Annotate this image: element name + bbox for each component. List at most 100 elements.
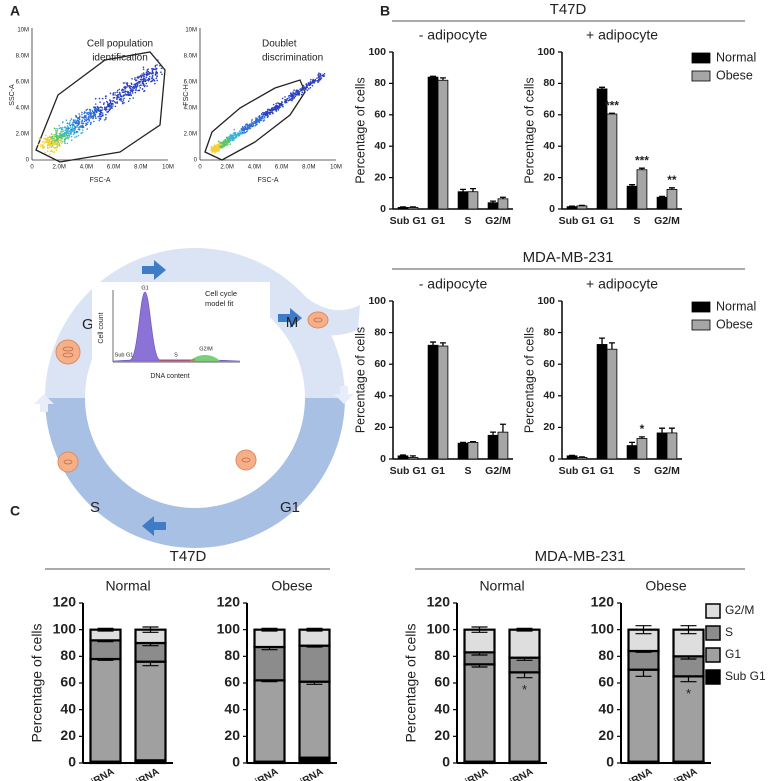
event-dot — [52, 151, 54, 153]
event-dot — [246, 130, 248, 133]
event-dot — [106, 106, 108, 108]
event-dot — [123, 97, 125, 100]
y-tick-label: 40 — [374, 390, 386, 402]
x-tick-label: S — [464, 215, 471, 227]
event-dot — [153, 68, 156, 71]
event-dot — [41, 141, 44, 143]
event-dot — [260, 113, 263, 116]
event-dot — [220, 143, 222, 146]
event-dot — [69, 128, 72, 131]
x-tick-label: Sub G1 — [559, 465, 596, 477]
event-dot — [300, 89, 303, 92]
y-tick-label: 0 — [380, 453, 386, 465]
event-dot — [146, 79, 148, 81]
event-dot — [132, 97, 134, 99]
error-bar — [680, 625, 697, 635]
event-dot — [305, 86, 308, 88]
event-dot — [93, 108, 96, 111]
event-dot — [152, 78, 155, 80]
event-dot — [55, 135, 57, 137]
significance: * — [640, 422, 645, 436]
bar — [397, 207, 409, 210]
error-bar — [599, 86, 606, 89]
bar — [626, 185, 638, 210]
bar-segment — [463, 663, 496, 763]
event-dot — [271, 108, 273, 111]
event-dot — [47, 140, 49, 142]
event-dot — [318, 72, 320, 74]
y-tick-label: 40 — [543, 140, 555, 152]
event-dot — [313, 81, 316, 84]
x-tick-label: Scamble siRNA — [47, 766, 117, 781]
error-bar — [469, 440, 476, 443]
chart: 0 20 40 60 80 100 120 Normal Percentage of cells… — [29, 578, 173, 781]
event-dot — [121, 102, 124, 105]
event-dot — [116, 101, 118, 103]
event-dot — [282, 105, 284, 108]
event-dot — [52, 141, 54, 144]
error-bar — [490, 200, 497, 203]
x-tick-label: 2.0M — [221, 165, 234, 171]
y-axis-label: Percentage of cells — [403, 623, 419, 742]
event-dot — [233, 128, 236, 131]
event-dot — [94, 113, 97, 116]
event-dot — [292, 91, 294, 93]
event-dot — [232, 136, 235, 138]
bar — [626, 445, 638, 460]
event-dot — [162, 67, 165, 70]
event-dot — [90, 121, 92, 124]
y-tick-label: 0 — [442, 754, 450, 770]
event-dot — [75, 135, 78, 138]
event-dot — [129, 87, 132, 89]
event-dot — [233, 134, 235, 136]
event-dot — [130, 85, 133, 88]
event-dot — [237, 132, 239, 134]
y-tick-label: 80 — [543, 326, 555, 338]
event-dot — [297, 89, 299, 92]
chart-title: + adipocyte — [586, 27, 658, 43]
gate — [204, 79, 306, 161]
event-dot — [144, 80, 147, 83]
event-dot — [213, 147, 216, 150]
chart: 020406080100120ObeseScamble siRNACAP1 si… — [211, 578, 337, 781]
chart-title: Normal — [105, 578, 150, 594]
error-bar — [668, 187, 675, 190]
event-dot — [314, 78, 317, 81]
axis-label: FSC-A — [90, 177, 111, 184]
arrow — [34, 394, 54, 412]
error-bar — [460, 441, 467, 444]
bar-segment — [508, 628, 541, 659]
event-dot — [104, 95, 107, 98]
event-dot — [143, 85, 146, 88]
chart: 0 20 40 60 80 100 - adipocyte Percentage of cel… — [353, 27, 513, 227]
x-tick-label: G2/M — [485, 215, 511, 227]
event-dot — [97, 106, 99, 108]
event-dot — [63, 140, 66, 143]
event-dot — [267, 108, 270, 111]
event-dot — [52, 134, 54, 136]
event-dot — [142, 68, 145, 71]
event-dot — [258, 121, 261, 124]
event-dot — [297, 92, 300, 94]
bar — [467, 442, 479, 460]
event-dot — [59, 131, 62, 133]
event-dot — [217, 145, 219, 148]
x-tick-label: Sub G1 — [559, 215, 596, 227]
event-dot — [42, 144, 44, 146]
event-dot — [91, 110, 94, 113]
event-dot — [77, 128, 80, 131]
y-tick-label: 20 — [224, 727, 240, 743]
event-dot — [49, 150, 52, 152]
event-dot — [81, 132, 84, 134]
event-dot — [75, 115, 78, 118]
event-dot — [78, 126, 81, 128]
y-tick-label: 60 — [60, 674, 76, 690]
event-dot — [278, 106, 280, 109]
y-tick-label: 20 — [374, 421, 386, 433]
bar-segment — [253, 679, 286, 763]
event-dot — [96, 108, 99, 111]
event-dot — [226, 142, 228, 144]
event-dot — [69, 132, 71, 134]
y-tick-label: 4.0M — [184, 106, 197, 112]
event-dot — [68, 124, 71, 126]
